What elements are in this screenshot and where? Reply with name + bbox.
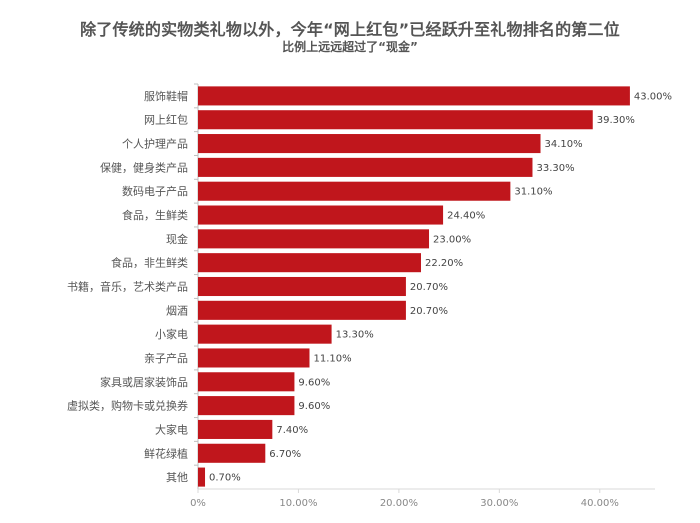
data-label: 39.30%	[597, 115, 635, 126]
category-label: 网上红包	[144, 114, 188, 127]
bar	[198, 86, 630, 106]
bar	[198, 134, 541, 154]
category-label: 食品，非生鲜类	[111, 256, 188, 270]
data-label: 9.60%	[298, 401, 330, 412]
bar	[198, 372, 295, 392]
data-label: 0.70%	[209, 473, 241, 484]
data-label: 22.20%	[425, 258, 463, 269]
bar	[198, 229, 430, 249]
data-label: 11.10%	[313, 353, 351, 364]
bar	[198, 181, 511, 201]
category-label: 食品，生鲜类	[122, 208, 188, 222]
category-label: 保健，健身类产品	[100, 160, 188, 174]
data-label: 24.40%	[447, 211, 485, 222]
chart-subtitle: 比例上远远超过了“现金”	[282, 40, 418, 54]
data-label: 43.00%	[634, 91, 672, 102]
x-tick-label: 0%	[190, 498, 206, 509]
bar	[198, 396, 295, 416]
bar	[198, 300, 406, 320]
bar	[198, 348, 310, 368]
bar	[198, 157, 533, 177]
category-label: 家具或居家装饰品	[100, 375, 188, 389]
x-tick-label: 10.00%	[279, 498, 317, 509]
category-label: 亲子产品	[144, 351, 188, 365]
data-label: 31.10%	[514, 187, 552, 198]
bar	[198, 324, 332, 344]
data-label: 7.40%	[276, 425, 308, 436]
bar	[198, 253, 421, 273]
category-label: 书籍，音乐，艺术类产品	[67, 280, 188, 294]
data-label: 13.30%	[336, 330, 374, 341]
category-label: 大家电	[155, 422, 188, 436]
bar	[198, 205, 444, 225]
category-label: 虚拟类，购物卡或兑换券	[67, 399, 188, 413]
category-label: 小家电	[155, 327, 188, 341]
category-label: 烟酒	[166, 303, 188, 317]
category-label: 现金	[166, 232, 188, 246]
data-label: 34.10%	[545, 139, 583, 150]
data-label: 23.00%	[433, 234, 471, 245]
bar	[198, 110, 593, 130]
x-tick-label: 30.00%	[480, 498, 518, 509]
bar	[198, 276, 406, 297]
chart-title: 除了传统的实物类礼物以外，今年“网上红包”已经跃升至礼物排名的第二位	[80, 20, 620, 39]
data-label: 20.70%	[410, 282, 448, 293]
category-label: 鲜花绿植	[144, 446, 188, 460]
category-label: 其他	[166, 471, 188, 484]
x-tick-label: 40.00%	[581, 498, 619, 509]
category-label: 个人护理产品	[122, 137, 188, 151]
x-tick-label: 20.00%	[380, 498, 418, 509]
data-label: 33.30%	[536, 163, 574, 174]
bar	[198, 419, 273, 439]
category-label: 数码电子产品	[122, 184, 188, 198]
data-label: 9.60%	[298, 377, 330, 388]
data-label: 6.70%	[269, 449, 301, 460]
data-label: 20.70%	[410, 306, 448, 317]
bar	[198, 443, 266, 463]
category-label: 服饰鞋帽	[144, 89, 188, 103]
bar	[198, 467, 206, 487]
